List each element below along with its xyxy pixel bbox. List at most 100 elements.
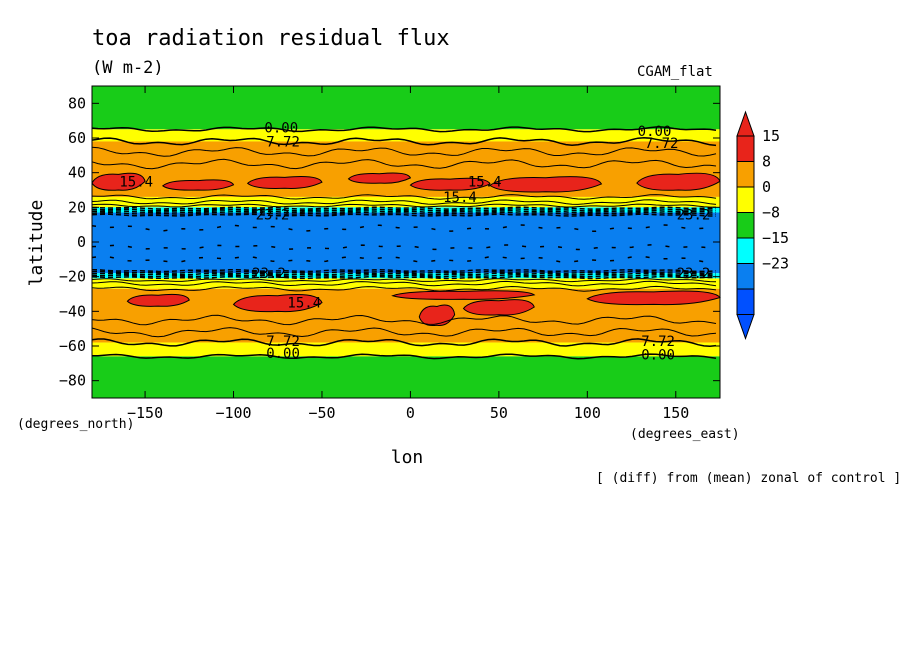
colorbar-segment-5: [736, 263, 755, 290]
contour-label-11: 15.4: [287, 296, 321, 312]
warm-patch-sh-3: [418, 304, 456, 327]
zonal-band-9: [92, 342, 720, 357]
warm-patch-sh-2: [391, 290, 536, 300]
x-tick-label-6: 150: [662, 404, 689, 422]
contour-label-1: 7.72: [266, 134, 300, 150]
y-tick-label-0: 80: [68, 94, 86, 112]
colorbar-segment-6: [736, 288, 755, 315]
y-axis-label: latitude: [26, 200, 47, 287]
contour-label-0: 0.00: [264, 121, 298, 137]
contour-label-15: 0.00: [641, 348, 675, 364]
chart-units: (W m-2): [92, 58, 164, 78]
contour-dashed-nh-0: [91, 206, 717, 210]
contour-line-sh-1: [91, 338, 717, 348]
x-tick-label-0: −150: [127, 404, 163, 422]
contour-label-9: 23.2: [252, 266, 286, 282]
contour-line-nh-0: [91, 126, 717, 133]
colorbar-segment-3: [736, 212, 755, 239]
x-axis-units: (degrees_east): [630, 427, 740, 442]
contour-line-sh-2: [91, 327, 717, 338]
model-label: CGAM_flat: [637, 64, 713, 80]
warm-patch-sh-1: [232, 294, 323, 313]
footnote: [ (diff) from (mean) zonal of control ]: [596, 471, 901, 486]
contour-label-3: 7.72: [645, 136, 679, 152]
colorbar-label-4: −15: [762, 229, 789, 247]
x-tick-label-4: 50: [490, 404, 508, 422]
warm-patch-nh-5: [489, 176, 603, 193]
colorbar-segment-2: [736, 186, 755, 213]
colorbar-label-2: 0: [762, 178, 771, 196]
contour-line-nh-1: [91, 136, 717, 147]
contour-dashed-nh-3: [91, 211, 717, 216]
contour-dashed-sh-4: [91, 268, 717, 273]
warm-patch-sh-0: [126, 293, 190, 307]
contour-line-sh-0: [91, 353, 717, 360]
y-tick-label-6: −40: [59, 302, 86, 320]
colorbar-label-1: 8: [762, 153, 771, 171]
x-tick-label-1: −100: [215, 404, 251, 422]
contour-dashed-eq-2: [91, 255, 717, 264]
x-tick-label-2: −50: [308, 404, 335, 422]
y-tick-label-2: 40: [68, 164, 86, 182]
x-axis-label: lon: [391, 447, 424, 468]
contour-dashed-sh-0: [91, 275, 717, 280]
colorbar-arrow-bottom: [736, 314, 755, 340]
warm-patch-nh-0: [91, 172, 146, 191]
contour-dashed-sh-1: [91, 274, 717, 278]
contour-dashed-nh-4: [91, 213, 717, 217]
contour-label-4: 15.4: [119, 174, 153, 190]
contour-line-nh-5: [91, 199, 717, 205]
contour-line-sh-3: [91, 314, 717, 326]
contour-line-nh-2: [91, 146, 717, 157]
y-tick-label-5: −20: [59, 268, 86, 286]
warm-patch-nh-3: [347, 172, 412, 184]
contour-label-8: 23.2: [677, 207, 711, 223]
zonal-band-10: [92, 356, 720, 398]
y-tick-label-4: 0: [77, 233, 86, 251]
contour-label-7: 23.2: [256, 207, 290, 223]
contour-label-10: 23.2: [677, 266, 711, 282]
colorbar-label-3: −8: [762, 204, 780, 222]
contour-dashed-sh-2: [91, 272, 717, 276]
contour-line-sh-6: [91, 278, 717, 283]
y-axis-units: (degrees_north): [17, 417, 134, 432]
contour-label-14: 7.72: [641, 334, 675, 350]
zonal-band-0: [92, 86, 720, 130]
contour-line-nh-6: [91, 203, 716, 208]
y-tick-label-8: −80: [59, 372, 86, 390]
contour-line-nh-4: [91, 194, 717, 200]
contour-label-6: 15.4: [443, 190, 477, 206]
zonal-band-5: [92, 212, 720, 274]
contour-dashed-eq-1: [91, 244, 717, 251]
contour-label-13: 0.00: [266, 346, 300, 362]
y-tick-label-7: −60: [59, 337, 86, 355]
contour-dashed-nh-1: [91, 208, 717, 212]
colorbar-arrow-top: [736, 110, 755, 137]
contour-dashed-nh-2: [92, 209, 717, 214]
warm-patch-nh-2: [246, 176, 323, 189]
colorbar: 15 8 0 −8 −15 −23: [736, 110, 789, 340]
y-tick-label-1: 60: [68, 129, 86, 147]
contour-label-2: 0.00: [638, 124, 672, 140]
contour-line-nh-3: [91, 158, 717, 170]
contour-label-12: 7.72: [266, 334, 300, 350]
contour-label-5: 15.4: [468, 174, 502, 190]
contour-line-sh-5: [91, 280, 717, 287]
colorbar-segment-1: [736, 161, 755, 188]
zonal-band-7: [92, 278, 720, 289]
chart-title: toa radiation residual flux: [92, 26, 450, 51]
contour-line-sh-4: [91, 285, 717, 292]
zonal-band-3: [92, 196, 720, 208]
contour-dashed-sh-3: [91, 270, 717, 274]
colorbar-label-5: −23: [762, 255, 789, 273]
contour-dashed-eq-0: [91, 224, 717, 233]
x-tick-label-5: 100: [574, 404, 601, 422]
colorbar-segment-4: [736, 237, 755, 264]
colorbar-label-0: 15: [762, 127, 780, 145]
colorbar-segment-0: [736, 135, 755, 162]
x-tick-label-3: 0: [406, 404, 415, 422]
warm-patch-nh-1: [161, 179, 235, 191]
